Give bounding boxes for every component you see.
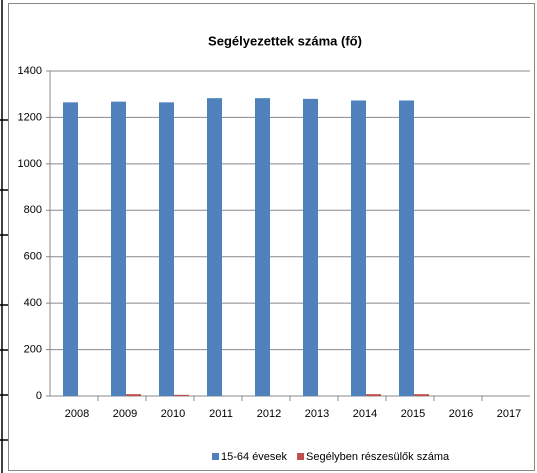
x-tick-label: 2013 xyxy=(305,408,329,420)
y-tick-label: 800 xyxy=(24,204,42,216)
y-tick-label: 0 xyxy=(36,390,42,402)
bar xyxy=(414,394,429,396)
x-tick-label: 2017 xyxy=(497,408,521,420)
bar xyxy=(174,394,189,396)
legend-label: Segélyben részesülők száma xyxy=(306,451,450,463)
bar xyxy=(399,100,414,396)
bar xyxy=(351,100,366,396)
y-tick-label: 1000 xyxy=(18,158,42,170)
bar xyxy=(207,98,222,397)
bar xyxy=(255,98,270,397)
y-tick-label: 400 xyxy=(24,297,42,309)
y-tick-label: 600 xyxy=(24,251,42,263)
legend-swatch xyxy=(297,453,305,460)
x-tick-label: 2014 xyxy=(353,408,377,420)
x-tick-label: 2011 xyxy=(209,408,233,420)
legend-label: 15-64 évesek xyxy=(221,451,288,463)
x-tick-label: 2016 xyxy=(449,408,473,420)
y-tick-label: 200 xyxy=(24,343,42,355)
bar xyxy=(303,98,318,396)
x-tick-label: 2009 xyxy=(113,408,137,420)
bar xyxy=(126,394,141,396)
bar xyxy=(111,101,126,397)
chart-frame xyxy=(8,3,535,471)
x-tick-label: 2012 xyxy=(257,408,281,420)
legend-swatch xyxy=(212,453,219,460)
bar xyxy=(63,102,78,396)
bar xyxy=(366,394,381,396)
x-tick-label: 2008 xyxy=(65,408,89,420)
y-tick-label: 1200 xyxy=(18,111,42,123)
x-tick-label: 2010 xyxy=(161,408,185,420)
y-tick-label: 1400 xyxy=(18,65,42,77)
x-tick-label: 2015 xyxy=(401,408,425,420)
bar xyxy=(159,102,174,396)
chart-title: Segélyezettek száma (fő) xyxy=(208,33,362,48)
table-fragment xyxy=(0,0,8,473)
